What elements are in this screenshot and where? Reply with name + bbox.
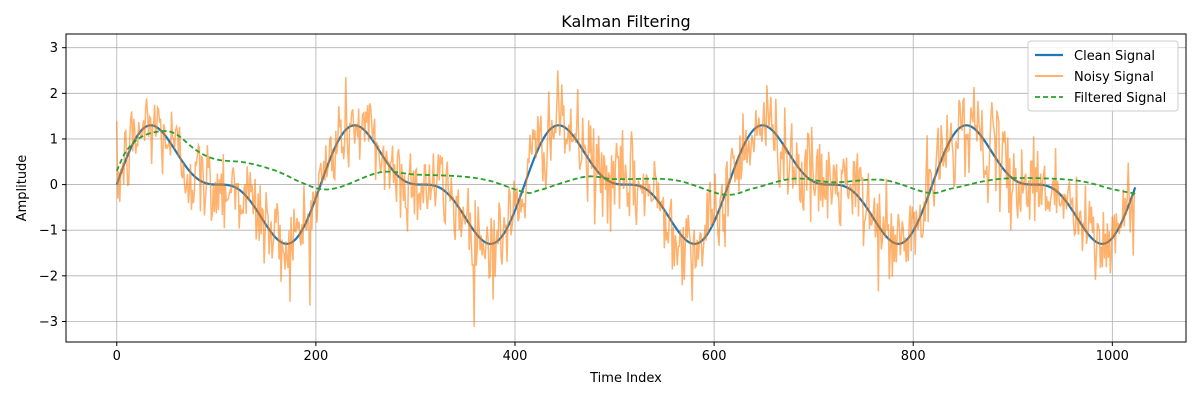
filtered-signal-line [115,130,1136,196]
x-tick-label: 0 [113,349,121,364]
x-tick-label: 1000 [1096,349,1129,364]
x-tick-label: 600 [702,349,727,364]
legend-label-clean: Clean Signal [1074,49,1155,64]
legend-label-noisy: Noisy Signal [1074,70,1154,85]
series-layer [115,70,1137,327]
chart-title: Kalman Filtering [561,12,690,31]
y-tick-label: −1 [39,224,58,239]
y-tick-label: −3 [39,315,58,330]
axes-frame [65,33,1187,343]
ticks: 0 200 400 600 800 1000 −3 −2 −1 0 1 2 3 [39,41,1129,364]
y-axis-label: Amplitude [15,155,30,222]
y-tick-label: 3 [50,41,58,56]
plot-area: 0 200 400 600 800 1000 −3 −2 −1 0 1 2 3 [39,33,1187,364]
legend-label-filtered: Filtered Signal [1074,91,1166,106]
y-tick-label: 0 [50,178,58,193]
x-tick-label: 400 [503,349,528,364]
y-tick-label: −2 [39,269,58,284]
legend: Clean Signal Noisy Signal Filtered Signa… [1027,40,1179,112]
legend-frame [1027,40,1179,112]
x-tick-label: 200 [303,349,328,364]
x-tick-label: 800 [901,349,926,364]
y-tick-label: 2 [50,87,58,102]
x-axis-label: Time Index [589,371,662,386]
y-tick-label: 1 [50,132,58,147]
noisy-signal-line [116,70,1136,327]
